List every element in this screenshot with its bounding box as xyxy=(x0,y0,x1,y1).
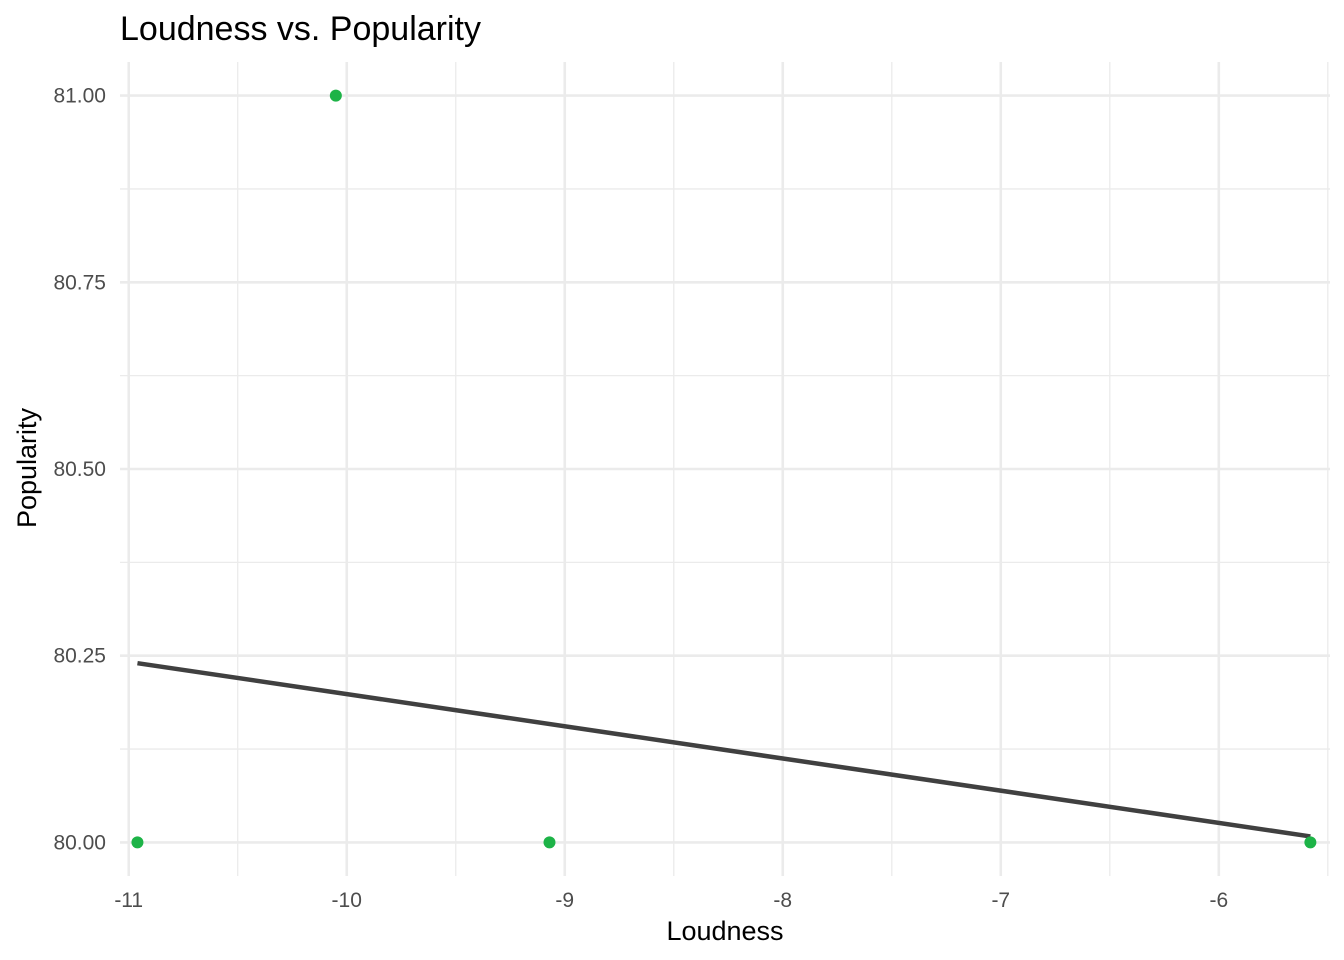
data-point xyxy=(1304,836,1317,849)
y-axis-tick-labels: 80.00 80.25 80.50 80.75 81.00 xyxy=(53,85,106,855)
trend-line xyxy=(137,660,1311,839)
y-tick-label: 80.00 xyxy=(53,831,106,854)
y-tick-label: 80.25 xyxy=(53,645,106,668)
data-point xyxy=(329,89,342,102)
x-tick-label: -11 xyxy=(114,889,143,912)
data-point xyxy=(131,836,144,849)
data-point xyxy=(543,836,556,849)
major-gridlines xyxy=(120,62,1330,876)
y-tick-label: 80.75 xyxy=(53,271,106,294)
x-tick-label: -8 xyxy=(773,889,792,912)
y-tick-label: 81.00 xyxy=(53,85,106,108)
x-tick-label: -7 xyxy=(991,889,1010,912)
x-tick-label: -10 xyxy=(332,889,362,912)
x-axis-tick-labels: -11 -10 -9 -8 -7 -6 xyxy=(114,889,1228,912)
trend-line-layer xyxy=(137,660,1311,839)
y-tick-label: 80.50 xyxy=(53,458,106,481)
x-tick-label: -6 xyxy=(1209,889,1228,912)
x-tick-label: -9 xyxy=(555,889,574,912)
chart-title: Loudness vs. Popularity xyxy=(120,10,481,48)
x-axis-title: Loudness xyxy=(666,916,783,946)
data-points xyxy=(131,89,1317,849)
y-axis-title: Popularity xyxy=(12,407,42,528)
